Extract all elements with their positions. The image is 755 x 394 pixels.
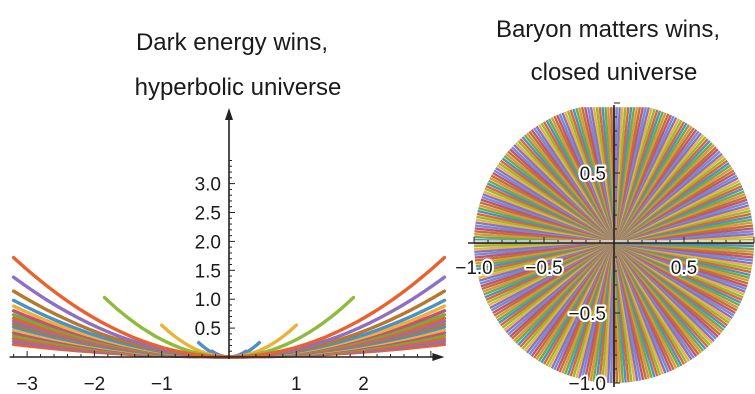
right-x-tick-label: 0.5 (671, 258, 697, 279)
left-chart-title-line-2: hyperbolic universe (135, 74, 342, 101)
left-chart: −3 −2 −1 1 2 0.5 1.0 1.5 2.0 2.5 3.0 (9, 108, 447, 394)
right-chart: −1.0 −0.5 0.5 0.5 −0.5 −1.0 (453, 102, 755, 394)
left-x-tick-label: −2 (84, 374, 106, 394)
left-y-tick-label: 2.5 (195, 204, 221, 225)
right-x-tick-label: −0.5 (525, 258, 563, 279)
right-y-tick-label: −1.0 (568, 374, 606, 394)
left-x-tick-label: −1 (151, 374, 173, 394)
right-y-tick-label: −0.5 (568, 304, 606, 325)
left-x-axis-arrow (432, 353, 445, 361)
left-y-tick-label: 3.0 (195, 175, 221, 196)
right-chart-title-line-1: Baryon matters wins, (496, 16, 720, 43)
left-y-axis-arrow (225, 108, 233, 120)
left-y-tick-label: 0.5 (195, 319, 221, 340)
left-x-tick-label: 2 (358, 374, 369, 394)
left-y-tick-label: 2.0 (195, 232, 221, 253)
left-x-tick-label: 1 (291, 374, 302, 394)
left-y-tick-label: 1.0 (195, 290, 221, 311)
left-chart-title-line-1: Dark energy wins, (136, 29, 328, 56)
right-x-tick-label: −1.0 (455, 258, 493, 279)
right-chart-title-line-2: closed universe (531, 59, 698, 86)
left-x-tick-label: −3 (16, 374, 38, 394)
left-y-tick-label: 1.5 (195, 261, 221, 282)
right-y-tick-label: 0.5 (580, 164, 606, 185)
